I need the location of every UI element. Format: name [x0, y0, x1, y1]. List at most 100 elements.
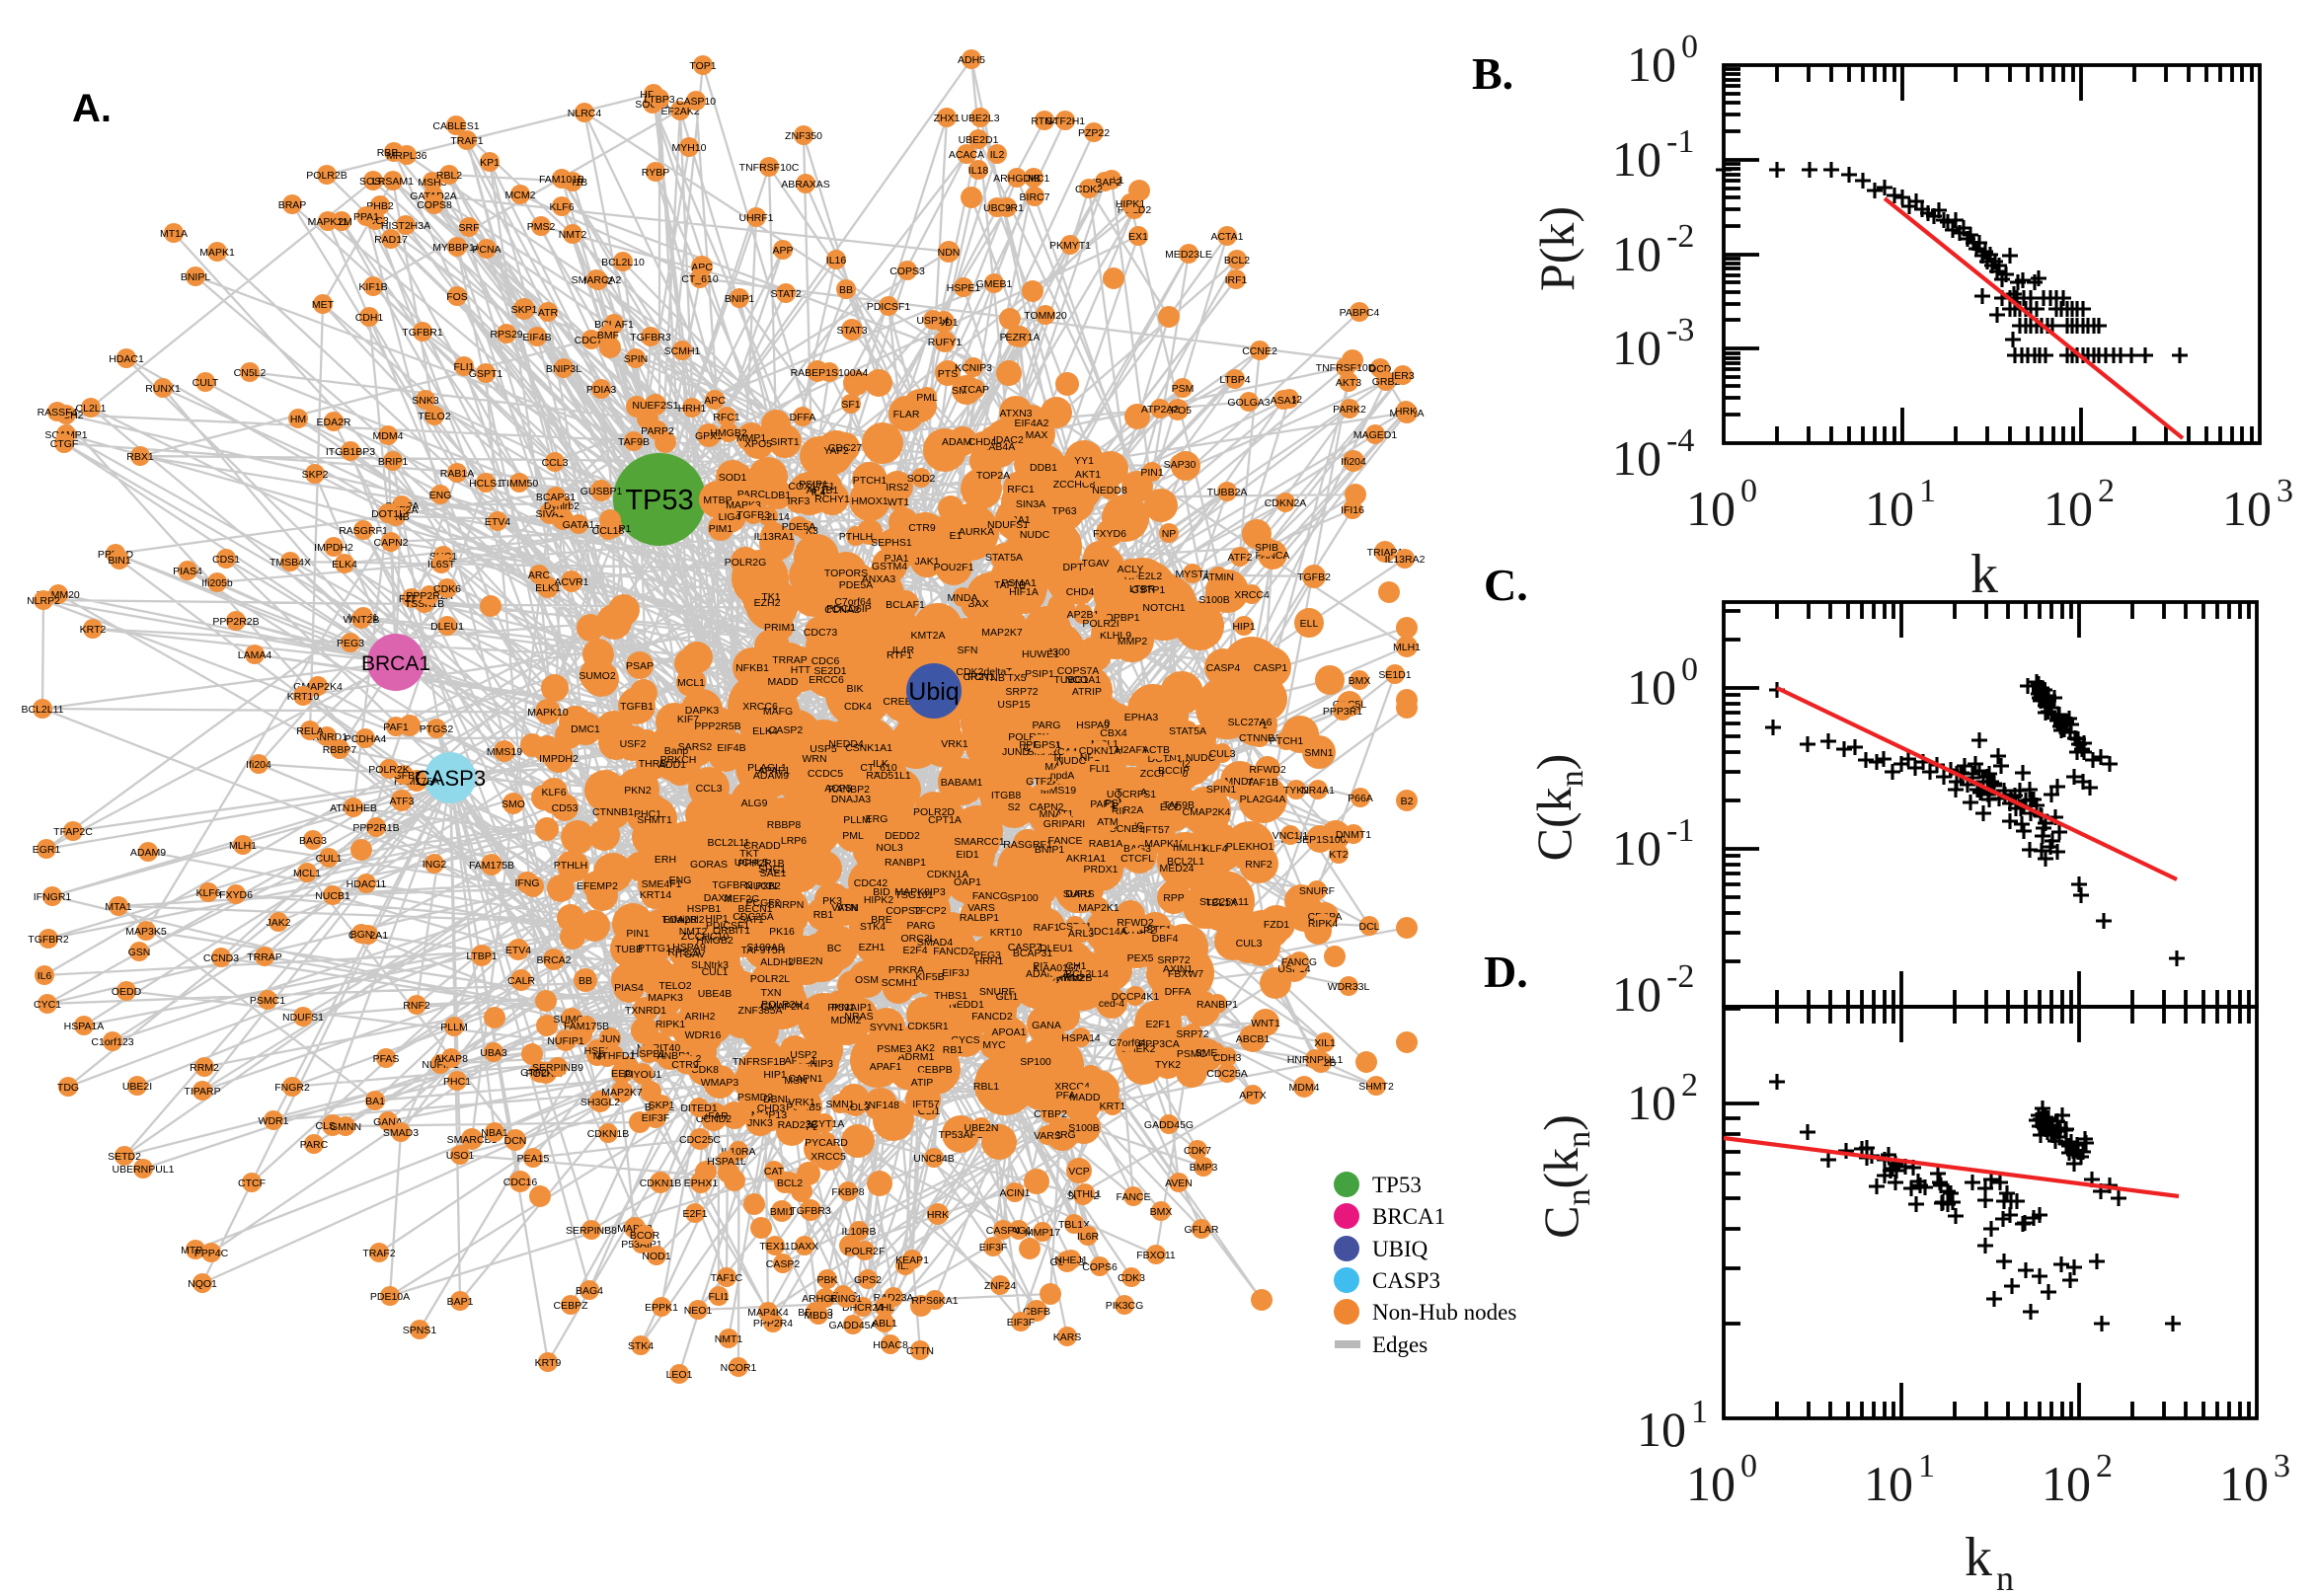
svg-text:VNC1I1: VNC1I1	[1273, 830, 1309, 842]
svg-text:PCNA: PCNA	[472, 244, 501, 256]
svg-text:ITGAV: ITGAV	[1079, 558, 1110, 570]
svg-text:STK4: STK4	[860, 921, 886, 933]
svg-text:HSF1: HSF1	[584, 1045, 611, 1057]
svg-text:ABCB1: ABCB1	[1236, 1033, 1271, 1045]
svg-text:MTBP: MTBP	[703, 494, 732, 506]
svg-text:ABRAXAS: ABRAXAS	[781, 179, 830, 190]
svg-text:ADH5: ADH5	[958, 54, 985, 66]
svg-text:UBC9: UBC9	[983, 202, 1011, 214]
svg-text:TAF9B: TAF9B	[618, 436, 650, 448]
svg-text:NMT2: NMT2	[679, 926, 708, 938]
svg-text:10: 10	[1864, 1456, 1913, 1511]
svg-text:ERG: ERG	[866, 813, 888, 825]
svg-text:POLR2B: POLR2B	[306, 170, 347, 182]
svg-text:A.: A.	[72, 87, 112, 130]
svg-text:SNURF: SNURF	[1299, 885, 1335, 897]
svg-text:APP: APP	[772, 245, 793, 257]
svg-text:AURKA: AURKA	[959, 526, 994, 538]
svg-text:RABEP1S100A4: RABEP1S100A4	[791, 367, 869, 379]
svg-text:CASP3: CASP3	[415, 766, 486, 791]
svg-text:DCL: DCL	[1358, 921, 1379, 933]
svg-text:CN5L2: CN5L2	[234, 367, 267, 379]
svg-text:UBE2D1: UBE2D1	[959, 134, 999, 146]
svg-text:CDK3: CDK3	[1118, 1272, 1145, 1284]
svg-text:HIP1: HIP1	[763, 1069, 787, 1081]
svg-text:KRT9: KRT9	[535, 1357, 562, 1369]
svg-text:MDM2: MDM2	[831, 1015, 862, 1026]
svg-text:VCP: VCP	[1068, 1166, 1090, 1178]
svg-text:PPP4C: PPP4C	[194, 1248, 229, 1259]
svg-text:H2AFY: H2AFY	[1116, 744, 1149, 756]
svg-text:ACTA1: ACTA1	[1210, 231, 1243, 243]
svg-text:3: 3	[2277, 473, 2293, 509]
svg-text:RANBP2: RANBP2	[828, 784, 870, 796]
svg-text:IL6: IL6	[38, 970, 52, 982]
svg-text:XPO5: XPO5	[1164, 405, 1192, 417]
svg-text:AXIN1: AXIN1	[1163, 963, 1194, 975]
svg-text:PDCD6IP: PDCD6IP	[826, 603, 872, 615]
svg-text:HSPE1: HSPE1	[947, 282, 981, 294]
svg-text:EZH1: EZH1	[859, 942, 886, 953]
svg-text:NOTCH1: NOTCH1	[1142, 602, 1185, 614]
svg-text:ELL: ELL	[1300, 618, 1319, 630]
svg-text:PSIP1: PSIP1	[799, 479, 828, 491]
svg-text:CDC14A: CDC14A	[1086, 926, 1126, 938]
svg-text:HDAC8: HDAC8	[873, 1339, 908, 1351]
svg-text:STAT5A: STAT5A	[1169, 725, 1206, 737]
svg-text:SAT1: SAT1	[738, 914, 764, 926]
svg-text:RUFY1: RUFY1	[928, 337, 963, 348]
svg-text:APAF1: APAF1	[870, 1061, 902, 1073]
svg-text:PYCARD: PYCARD	[805, 1137, 848, 1149]
svg-text:IL18: IL18	[968, 165, 989, 177]
svg-text:FLI1: FLI1	[1089, 763, 1110, 775]
svg-text:CUL1: CUL1	[316, 853, 343, 865]
svg-text:NUCB1: NUCB1	[315, 890, 350, 902]
svg-text:TRAF1: TRAF1	[450, 135, 483, 147]
svg-text:FANCG: FANCG	[1281, 956, 1317, 968]
svg-text:BECN1: BECN1	[737, 903, 772, 915]
svg-text:CEBPZ: CEBPZ	[553, 1300, 588, 1312]
svg-text:TNFRSF1B: TNFRSF1B	[733, 1056, 786, 1068]
svg-text:UBE2N: UBE2N	[964, 1122, 998, 1134]
svg-text:COPS7A: COPS7A	[1057, 665, 1100, 677]
svg-text:POLR2G: POLR2G	[725, 557, 767, 569]
svg-text:D.: D.	[1484, 947, 1528, 997]
svg-text:MYH10: MYH10	[671, 142, 706, 154]
svg-text:TELO2: TELO2	[658, 980, 691, 992]
svg-text:HMGB2: HMGB2	[696, 935, 733, 947]
svg-text:ZHX1: ZHX1	[934, 113, 961, 124]
svg-text:ERH: ERH	[655, 854, 676, 866]
svg-text:HDAC11: HDAC11	[347, 878, 387, 890]
svg-text:JUND: JUND	[1002, 746, 1030, 758]
svg-text:RAD51L1: RAD51L1	[866, 770, 911, 782]
svg-text:CTTN: CTTN	[906, 1345, 934, 1357]
svg-text:B.: B.	[1472, 48, 1513, 99]
svg-text:10: 10	[2044, 481, 2093, 536]
svg-text:ACVR1: ACVR1	[554, 576, 588, 588]
svg-text:PARK2: PARK2	[1333, 404, 1366, 416]
svg-text:CUL3: CUL3	[1236, 938, 1263, 950]
svg-text:TUBB: TUBB	[615, 944, 643, 955]
svg-text:PKMYT1: PKMYT1	[1049, 240, 1091, 252]
svg-text:VTN: VTN	[837, 902, 858, 914]
svg-text:STK4: STK4	[628, 1340, 654, 1352]
svg-text:PEG3: PEG3	[337, 638, 364, 649]
svg-text:MT1A: MT1A	[160, 228, 188, 240]
svg-text:E2F1: E2F1	[1145, 1019, 1170, 1030]
svg-text:PIN1: PIN1	[1140, 467, 1164, 479]
svg-text:k: k	[1965, 1527, 1992, 1588]
svg-text:KRT10: KRT10	[287, 691, 320, 703]
svg-text:NTHL1: NTHL1	[1068, 1188, 1101, 1200]
svg-text:CHD4: CHD4	[1066, 586, 1095, 598]
svg-text:FOS: FOS	[446, 291, 468, 303]
svg-text:TRIAP1: TRIAP1	[1367, 547, 1404, 559]
svg-text:YAF2: YAF2	[823, 445, 849, 457]
svg-text:PLEKHO1: PLEKHO1	[1226, 841, 1274, 853]
svg-text:KRT10: KRT10	[990, 927, 1023, 939]
svg-text:PPP3R1: PPP3R1	[1323, 706, 1362, 718]
svg-text:10: 10	[2042, 1456, 2091, 1511]
svg-text:ADAM9: ADAM9	[130, 847, 166, 859]
svg-text:KLF6: KLF6	[541, 787, 566, 798]
svg-text:KP1: KP1	[480, 157, 500, 169]
svg-text:CTNNB1: CTNNB1	[1239, 732, 1280, 744]
